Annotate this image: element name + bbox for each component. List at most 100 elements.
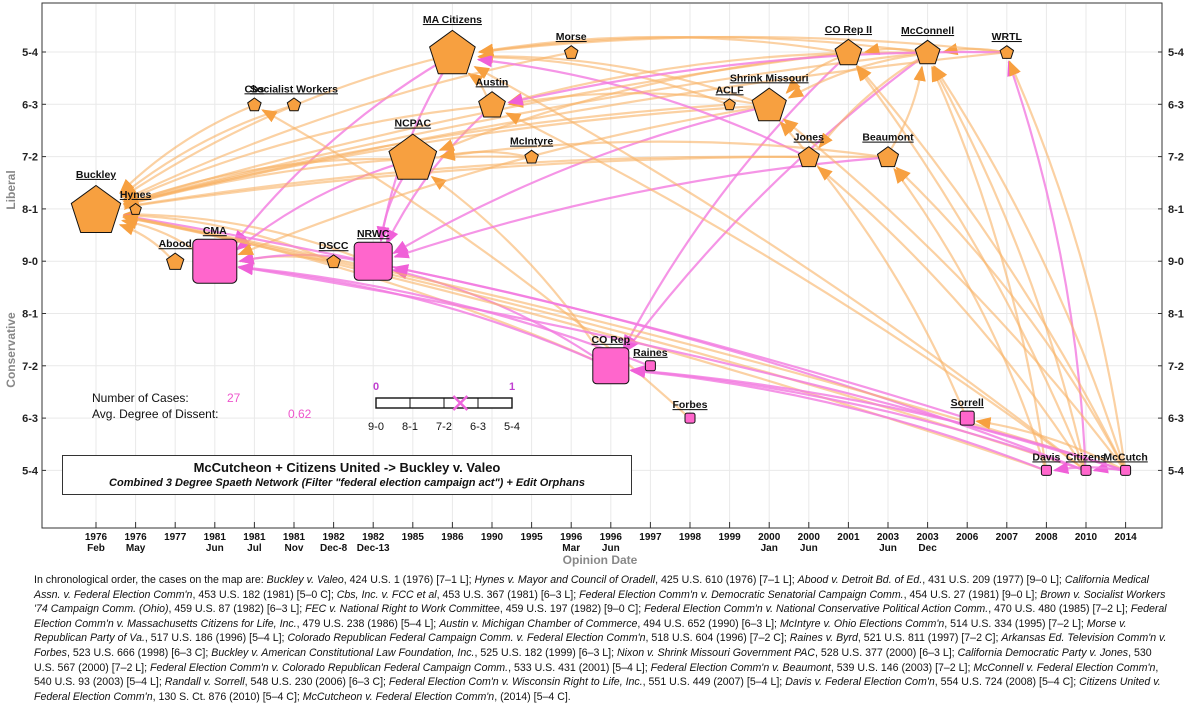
citation-edge [893,167,1047,469]
case-citation: , 470 U.S. 480 (1985) [7–2 L]; [988,603,1131,616]
pentagon-marker [326,254,341,269]
node-label: MA Citizens [423,14,482,26]
case-name: Citizens United v. Federal Election Comm… [34,676,1161,703]
case-citation: , (2014) [5–4 C]. [494,690,571,703]
case-name: Hynes v. Mayor and Council of Oradell [474,574,656,586]
node-label: WRTL [992,31,1023,43]
node-label: NRWC [357,228,390,240]
x-tick-year: 1997 [639,532,662,543]
case-node-corep2[interactable]: CO Rep II [825,24,872,66]
y-tick-label-left: 7-2 [22,361,38,373]
case-citation: , 517 U.S. 186 (1996) [5–4 L]; [144,632,288,645]
case-node-corep[interactable]: CO Rep [592,334,631,385]
citation-edge [477,50,727,105]
dissent-scale: 0 1 9-0 8-1 7-2 6-3 5-4 [368,381,520,433]
y-tick-label-left: 6-3 [22,99,38,111]
y-tick-label-right: 8-1 [1168,204,1184,216]
case-citation: , 459 U.S. 197 (1982) [9–0 C]; [499,603,645,616]
case-node-mcintyre[interactable]: McIntyre [510,136,553,164]
case-name: Brown v. Socialist Workers '74 Campaign … [34,588,1166,616]
case-node-mcconnell[interactable]: McConnell [901,25,954,65]
case-citation: , 548 U.S. 230 (2006) [6–3 C]; [244,676,389,689]
x-tick-year: 1996 [560,532,583,543]
case-node-dscc[interactable]: DSCC [319,240,349,269]
case-node-socialist[interactable]: Socialist Workers [250,83,338,112]
x-tick-year: 1995 [520,532,543,543]
square-marker [959,410,975,426]
case-node-macitizens[interactable]: MA Citizens [423,14,482,75]
y-axis-left: 5-4 6-3 7-2 8-1 9-0 8-1 7-2 6-3 5-4 [22,47,46,477]
case-node-forbes[interactable]: Forbes [672,399,708,424]
caption-title: McCutcheon + Citizens United -> Buckley … [193,460,501,475]
case-node-cma[interactable]: CMA [192,225,238,284]
x-tick-sub: Jan [761,543,778,554]
cases-label: Number of Cases: [92,391,189,405]
case-citation: , 454 U.S. 27 (1981) [9–0 L]; [903,588,1041,601]
x-tick-sub: May [126,543,146,554]
y-tick-label-right: 7-2 [1168,152,1184,164]
case-node-sorrell[interactable]: Sorrell [951,397,984,426]
case-node-citizens[interactable]: Citizens [1066,451,1106,476]
case-node-cbs[interactable]: Cbs [244,83,264,112]
case-name: Cbs, Inc. v. FCC et al [336,588,437,601]
case-node-jones[interactable]: Jones [794,132,825,168]
citation-edge [122,208,363,261]
case-node-abood[interactable]: Abood [159,238,192,270]
x-tick-year: 2007 [996,532,1019,543]
case-node-hynes[interactable]: Hynes [120,189,152,215]
scale-end-high: 1 [509,381,515,393]
square-marker [592,347,630,385]
case-node-austin[interactable]: Austin [476,76,509,118]
spaeth-network-chart: 5-4 6-3 7-2 8-1 9-0 8-1 7-2 6-3 5-4 5-4 6-3 7-2 8-1… [4,2,1185,567]
y-tick-label-right: 8-1 [1168,309,1184,321]
y-tick-label-right: 9-0 [1168,256,1184,268]
x-tick-sub: Feb [87,543,105,554]
square-marker [353,241,393,281]
dissent-marker [452,395,469,411]
case-node-raines[interactable]: Raines [633,347,668,372]
case-node-ncpac[interactable]: NCPAC [388,118,438,180]
case-node-wrtl[interactable]: WRTL [992,31,1023,59]
scale-tick-label: 8-1 [402,421,418,433]
caption-subtitle: Combined 3 Degree Spaeth Network (Filter… [109,477,585,489]
y-tick-label-left: 8-1 [22,309,38,321]
x-tick-sub: Jun [879,543,897,554]
y-axis-right: 5-4 6-3 7-2 8-1 9-0 8-1 7-2 6-3 5-4 [1158,47,1185,477]
x-tick-year: 1996 [600,532,623,543]
y-tick-label-right: 5-4 [1168,47,1185,59]
case-node-aclf[interactable]: ACLF [716,84,745,111]
case-name: Raines v. Byrd [789,632,858,645]
node-label: Raines [633,347,668,359]
node-label: McCutch [1103,451,1147,463]
case-name: Davis v. Federal Election Com'n [785,676,935,689]
y-tick-label-left: 8-1 [22,204,38,216]
case-node-buckley[interactable]: Buckley [70,169,122,233]
pentagon-marker [876,146,900,168]
pentagon-marker [478,91,506,118]
y-axis-label-liberal: Liberal [4,170,18,209]
case-node-beaumont[interactable]: Beaumont [862,132,914,168]
citation-edge [237,262,1124,471]
case-node-shrink[interactable]: Shrink Missouri [730,72,809,122]
node-label: Beaumont [862,132,914,144]
y-tick-label-right: 7-2 [1168,361,1184,373]
x-tick-year: 1981 [243,532,266,543]
case-node-morse[interactable]: Morse [556,31,587,59]
citation-edge [237,262,601,365]
x-tick-year: 1999 [718,532,741,543]
citation-edge [119,105,252,194]
citation-edge [122,52,568,201]
case-node-mccutch[interactable]: McCutch [1103,451,1148,476]
cases-value: 27 [227,391,241,405]
node-label: Cbs [244,83,264,95]
citation-edge [392,107,760,255]
citation-edge [889,65,926,151]
node-label: Jones [794,132,825,144]
pentagon-marker [388,133,438,180]
case-citation: , 431 U.S. 209 (1977) [9–0 L]; [922,574,1065,586]
case-node-davis[interactable]: Davis [1032,451,1061,476]
y-tick-label-left: 5-4 [22,465,39,477]
case-node-nrwc[interactable]: NRWC [353,228,393,281]
x-tick-sub: Dec-13 [357,543,390,554]
